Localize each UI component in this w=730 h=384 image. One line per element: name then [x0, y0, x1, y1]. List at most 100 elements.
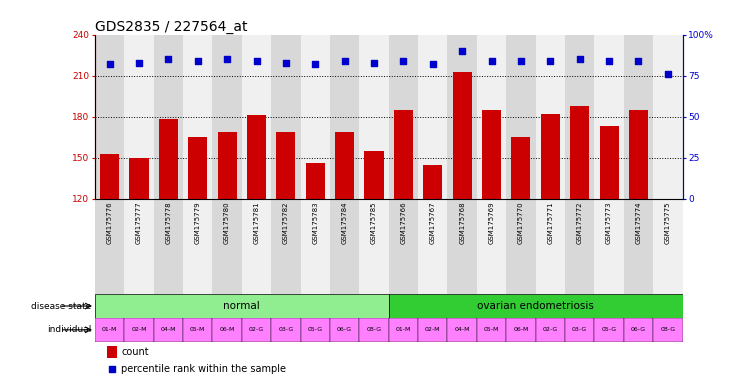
Bar: [95, 35, 124, 199]
Bar: [389, 35, 418, 199]
Bar: [389, 318, 418, 342]
Bar: [536, 35, 565, 199]
Bar: [124, 318, 154, 342]
Bar: [570, 106, 589, 199]
Bar: [364, 151, 383, 199]
Text: GSM175775: GSM175775: [665, 202, 671, 244]
Bar: [359, 318, 389, 342]
Bar: [423, 165, 442, 199]
Text: GSM175784: GSM175784: [342, 202, 347, 244]
Bar: [212, 199, 242, 294]
Bar: [394, 110, 413, 199]
Bar: [389, 294, 683, 318]
Text: GSM175783: GSM175783: [312, 202, 318, 245]
Bar: [447, 199, 477, 294]
Bar: [154, 199, 183, 294]
Bar: [277, 132, 296, 199]
Text: disease state: disease state: [31, 301, 91, 311]
Point: [339, 58, 350, 64]
Text: 01-M: 01-M: [102, 327, 118, 332]
Bar: [100, 154, 119, 199]
Point: [574, 56, 585, 62]
Bar: [183, 35, 212, 199]
Bar: [272, 35, 301, 199]
Text: individual: individual: [47, 325, 91, 334]
Bar: [536, 318, 565, 342]
Point: [427, 61, 439, 67]
Bar: [418, 199, 447, 294]
Bar: [418, 318, 447, 342]
Bar: [536, 199, 565, 294]
Bar: [159, 119, 178, 199]
Text: GSM175773: GSM175773: [606, 202, 612, 245]
Text: GSM175776: GSM175776: [107, 202, 112, 245]
Point: [133, 60, 145, 66]
Bar: [565, 318, 594, 342]
Text: 05-G: 05-G: [602, 327, 617, 332]
Text: GSM175785: GSM175785: [371, 202, 377, 244]
Bar: [330, 318, 359, 342]
Bar: [447, 35, 477, 199]
Bar: [107, 346, 118, 358]
Bar: [541, 114, 560, 199]
Bar: [507, 318, 536, 342]
Text: 03-G: 03-G: [572, 327, 588, 332]
Bar: [653, 199, 683, 294]
Text: 02-M: 02-M: [425, 327, 440, 332]
Bar: [565, 199, 594, 294]
Text: GSM175782: GSM175782: [283, 202, 289, 244]
Point: [603, 58, 615, 64]
Bar: [359, 35, 389, 199]
Bar: [330, 35, 359, 199]
Bar: [183, 199, 212, 294]
Point: [515, 58, 527, 64]
Point: [163, 56, 174, 62]
Bar: [507, 35, 536, 199]
Point: [633, 58, 645, 64]
Text: 08-G: 08-G: [366, 327, 382, 332]
Bar: [272, 199, 301, 294]
Point: [106, 366, 118, 372]
Bar: [453, 71, 472, 199]
Bar: [629, 110, 648, 199]
Text: GSM175774: GSM175774: [636, 202, 642, 244]
Bar: [218, 132, 237, 199]
Bar: [477, 35, 507, 199]
Bar: [653, 318, 683, 342]
Text: GSM175778: GSM175778: [166, 202, 172, 245]
Point: [662, 71, 674, 77]
Bar: [624, 318, 653, 342]
Bar: [512, 137, 531, 199]
Bar: [247, 115, 266, 199]
Bar: [301, 199, 330, 294]
Bar: [599, 126, 618, 199]
Bar: [330, 199, 359, 294]
Bar: [477, 199, 507, 294]
Text: GSM175780: GSM175780: [224, 202, 230, 245]
Bar: [624, 199, 653, 294]
Bar: [447, 318, 477, 342]
Text: GDS2835 / 227564_at: GDS2835 / 227564_at: [95, 20, 247, 33]
Bar: [188, 137, 207, 199]
Bar: [389, 199, 418, 294]
Bar: [183, 318, 212, 342]
Text: 05-M: 05-M: [484, 327, 499, 332]
Text: GSM175771: GSM175771: [548, 202, 553, 245]
Text: 06-M: 06-M: [220, 327, 235, 332]
Text: 05-M: 05-M: [190, 327, 205, 332]
Text: 05-G: 05-G: [308, 327, 323, 332]
Text: 04-M: 04-M: [161, 327, 176, 332]
Bar: [565, 35, 594, 199]
Point: [104, 61, 115, 67]
Text: GSM175769: GSM175769: [488, 202, 494, 245]
Bar: [594, 199, 624, 294]
Point: [192, 58, 204, 64]
Point: [221, 56, 233, 62]
Bar: [242, 318, 272, 342]
Text: 03-G: 03-G: [278, 327, 293, 332]
Bar: [154, 35, 183, 199]
Text: 06-M: 06-M: [513, 327, 529, 332]
Bar: [124, 199, 154, 294]
Point: [310, 61, 321, 67]
Bar: [242, 35, 272, 199]
